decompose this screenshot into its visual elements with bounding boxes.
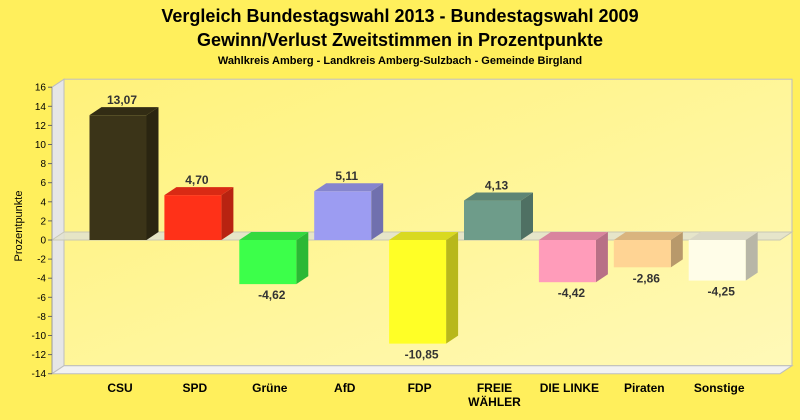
- y-tick-label: -4: [37, 274, 46, 285]
- y-axis-label: Prozentpunkte: [13, 191, 25, 262]
- bar-top: [89, 107, 159, 116]
- labels: 13,07 CSU 4,70 SPD -4,62 Grüne 5,11 AfD -10,85 FD…: [107, 93, 745, 409]
- y-tick-label: 10: [35, 140, 47, 151]
- y-tick-label: -14: [32, 369, 47, 380]
- bar-afd: [314, 183, 384, 240]
- y-tick-label: 8: [40, 159, 46, 170]
- bar-front: [464, 200, 521, 240]
- bar-piraten: [613, 232, 683, 268]
- bar-spd: [164, 187, 234, 240]
- category-label: FREIE WÄHLER: [468, 381, 521, 409]
- bar-top: [688, 232, 758, 240]
- bar-side: [221, 187, 234, 240]
- value-label: -2,86: [633, 271, 661, 285]
- bar-side: [521, 192, 533, 240]
- bars: [89, 107, 758, 344]
- plot-floor: [50, 365, 794, 375]
- category-label: Grüne: [252, 381, 288, 395]
- bar-csu: [89, 107, 159, 240]
- y-tick-label: -12: [32, 350, 47, 361]
- bar-front: [389, 240, 447, 344]
- y-tick-label: -8: [37, 312, 46, 323]
- bar-sonstige: [688, 232, 758, 281]
- bar-side: [371, 183, 384, 240]
- y-tick-label: 12: [35, 121, 47, 132]
- category-label: SPD: [183, 381, 208, 395]
- value-label: 4,70: [185, 173, 209, 187]
- bar-top: [464, 192, 533, 201]
- bar-top: [239, 232, 309, 240]
- y-tick-label: 6: [40, 178, 46, 189]
- y-tick-label: -2: [37, 255, 46, 266]
- y-tick-label: 16: [35, 83, 47, 94]
- bar-top: [538, 232, 608, 240]
- value-label: -4,25: [708, 285, 736, 299]
- y-tick-label: 14: [35, 102, 47, 113]
- bar-front: [688, 240, 746, 281]
- bar-front: [314, 191, 372, 240]
- bar-front: [239, 240, 297, 285]
- chart-subsubtitle: Wahlkreis Amberg - Landkreis Amberg-Sulz…: [218, 55, 582, 67]
- bar-side: [146, 107, 159, 240]
- category-label: CSU: [107, 381, 132, 395]
- y-tick-label: 4: [40, 197, 46, 208]
- bar-side: [670, 232, 683, 268]
- category-label: Piraten: [624, 381, 665, 395]
- plot-side-wall: [51, 78, 65, 375]
- bar-side: [745, 232, 758, 281]
- bar-fdp: [389, 232, 459, 344]
- bar-top: [314, 183, 384, 192]
- bar-freie-wähler: [464, 192, 533, 240]
- y-tick-label: -10: [32, 331, 47, 342]
- category-label: FDP: [408, 381, 432, 395]
- bar-top: [389, 232, 459, 240]
- value-label: 5,11: [335, 169, 358, 183]
- value-label: -10,85: [405, 348, 439, 362]
- y-tick-label: 0: [40, 236, 46, 247]
- bar-front: [613, 240, 671, 268]
- value-label: -4,42: [558, 286, 586, 300]
- value-label: 13,07: [107, 93, 137, 107]
- value-label: 4,13: [485, 179, 509, 193]
- value-label: -4,62: [258, 288, 286, 302]
- bar-side: [446, 232, 459, 344]
- y-tick-label: 2: [40, 216, 46, 227]
- bar-top: [164, 187, 234, 196]
- bar-side: [595, 232, 608, 283]
- chart-subtitle: Gewinn/Verlust Zweitstimmen in Prozentpu…: [197, 30, 603, 50]
- category-label: DIE LINKE: [540, 381, 599, 395]
- category-label: AfD: [334, 381, 356, 395]
- bar-front: [538, 240, 596, 283]
- axes: -14 -12 -10 -8 -6 -4 -2 0 2 4 6 8 10 12 14 16: [32, 83, 53, 380]
- chart-title: Vergleich Bundestagswahl 2013 - Bundesta…: [161, 6, 638, 26]
- bar-top: [613, 232, 683, 240]
- bar-grüne: [239, 232, 309, 285]
- category-label: Sonstige: [694, 381, 745, 395]
- y-tick-label: -6: [37, 293, 46, 304]
- bar-front: [89, 115, 147, 240]
- bar-front: [164, 195, 222, 240]
- bar-side: [296, 232, 309, 285]
- bar-die-linke: [538, 232, 608, 283]
